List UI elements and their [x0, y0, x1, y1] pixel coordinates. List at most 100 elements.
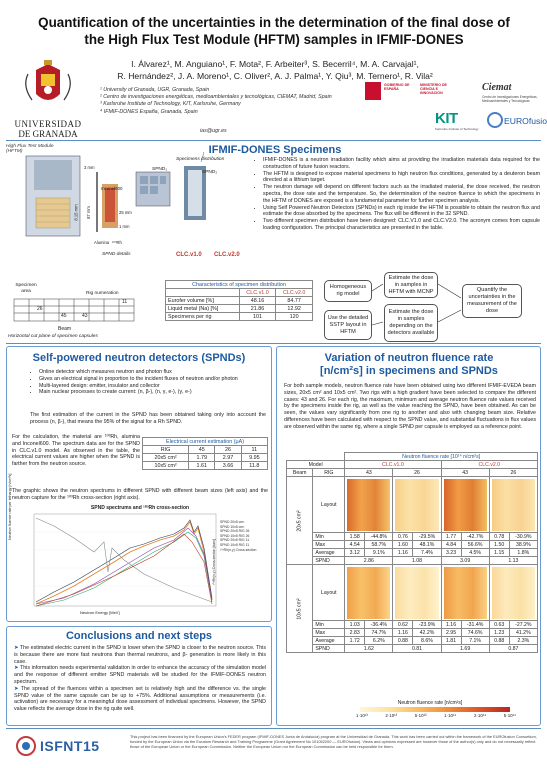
ciemat-sub: Centro de Investigaciones Energéticas, M… — [482, 95, 538, 103]
tick-label: 2·10¹³ — [385, 713, 398, 718]
affiliations: ¹ University of Granada, UGR, Granada, S… — [100, 87, 350, 116]
table-cell: 1.03 — [344, 620, 366, 629]
list-item: Gives an electrical signal in proportion… — [39, 376, 266, 383]
alumina-label: Alumina — [94, 240, 110, 245]
table-cell: -42.7% — [460, 532, 490, 541]
table-cell: SPND — [312, 644, 346, 653]
spain-shield-icon — [365, 82, 381, 100]
table-row: SPND 1.62 0.81 1.69 0.87 — [287, 644, 539, 653]
graph-xlabel: Neutron Energy [MeV] — [80, 610, 120, 615]
table-cell: 0.88 — [488, 636, 510, 645]
table-cell: 3.09 — [440, 556, 490, 565]
table-cell: Liquid metal (Na) [%] — [165, 304, 240, 313]
table-cell: 41.2% — [508, 628, 539, 637]
contact-email: ias@ugr.es — [200, 128, 227, 134]
spnd-para-1: The first estimation of the current in t… — [30, 412, 266, 425]
table-cell: 101 — [238, 312, 277, 321]
tick-label: 5·10¹³ — [414, 713, 427, 718]
ciemat-logo: Ciemat — [482, 82, 512, 93]
clc-v2-label: CLC.v2.0 — [214, 252, 240, 258]
table-cell: Layout — [312, 476, 346, 533]
tick-label: 1·10¹⁴ — [444, 713, 457, 718]
layout-map — [392, 476, 442, 533]
table-cell: 0.78 — [488, 532, 510, 541]
dim-1mm: 1 mm — [119, 224, 130, 229]
affiliation-2: ² Centro de investigaciones energéticas,… — [100, 94, 332, 101]
fluence-table: Neutron fluence rate [10¹⁴ n/cm²s] Model… — [285, 452, 539, 653]
list-item: Main nuclear processes to create current… — [39, 389, 266, 396]
table-cell: 2.86 — [344, 556, 394, 565]
table-cell: 1.62 — [344, 644, 394, 653]
list-item: IFMIF-DONES is a neutron irradiation fac… — [263, 157, 540, 171]
list-item: Using Self Powered Neutron Detectors (SP… — [263, 205, 540, 219]
table-header: RIG — [141, 445, 190, 454]
table-cell: 21.86 — [238, 304, 277, 313]
spectrum-graph — [33, 513, 217, 607]
rig-number: 43 — [82, 313, 88, 319]
table-row: 10x5 cm² 1.61 3.66 11.8 — [141, 461, 269, 470]
header-rule — [6, 140, 541, 141]
table-cell: 1.16 — [392, 548, 414, 557]
section-rule — [6, 343, 541, 344]
colorbar-title: Neutron fluence rate [n/cm²s] — [397, 700, 463, 706]
arrow-icon: ➤ — [14, 685, 21, 692]
list-item-text: The spread of the fluences within a spec… — [14, 685, 266, 713]
beam-label: 10x5 cm² — [296, 597, 303, 620]
affiliation-1: ¹ University of Granada, UGR, Granada, S… — [100, 87, 210, 93]
table-cell: 120 — [275, 312, 313, 321]
table-header: 26 — [488, 468, 539, 477]
list-item: ➤ This information needs experimental va… — [14, 665, 266, 685]
list-item: Online detector which measures neutron a… — [39, 369, 266, 376]
table-cell: 2.97 — [214, 453, 242, 462]
table-row: Liquid metal (Na) [%] 21.86 12.92 — [165, 304, 313, 313]
table-cell: 0.62 — [392, 620, 414, 629]
beam-label: 20x5 cm² — [296, 509, 303, 532]
tick-label: 5·10¹⁴ — [503, 713, 516, 718]
table-cell: 1.81 — [440, 636, 462, 645]
table-row: Average 3.12 9.1% 1.16 7.4% 3.23 4.5% 1.15 1.8% — [287, 548, 539, 557]
authors-line-2: R. Hernández², J. A. Moreno¹, C. Oliver²… — [117, 71, 433, 81]
table-cell: 1.69 — [440, 644, 490, 653]
table-cell: 74.7% — [364, 628, 394, 637]
layout-map — [440, 564, 490, 621]
table-cell: 10x5 cm² — [141, 461, 190, 470]
layout-map — [488, 564, 539, 621]
figure-caption: Horizontal cut plane of specimen capsule… — [8, 334, 98, 339]
table-cell: 12.92 — [275, 304, 313, 313]
table-cell: 1.79 — [188, 453, 216, 462]
table-cell: 1.13 — [488, 556, 539, 565]
colorbar-ticks: 1·10¹³ 2·10¹³ 5·10¹³ 1·10¹⁴ 2·10¹⁴ 5·10¹… — [356, 713, 516, 718]
dim-25mm: 25 mm — [119, 210, 132, 215]
ugr-name-1: UNIVERSIDAD — [14, 119, 82, 129]
table-cell: 48.1% — [412, 540, 442, 549]
table-title: Electrical current estimation (μA) — [142, 437, 268, 446]
conclusions-panel — [6, 626, 272, 726]
table-cell: 3.66 — [214, 461, 242, 470]
table-row: Max 4.54 58.7% 1.60 48.1% 4.84 56.6% 1.50 38.9% — [287, 540, 539, 549]
rig-grid — [12, 298, 138, 322]
table-cell: 0.63 — [488, 620, 510, 629]
table-row: Specimens per rig 101 120 — [165, 312, 313, 321]
table-header: Model — [285, 460, 346, 469]
table-cell: Max — [312, 628, 346, 637]
table-cell: 4.54 — [344, 540, 366, 549]
table-cell: Average — [312, 636, 346, 645]
table-cell: 2.3% — [508, 636, 539, 645]
spnd-para-3: The graphic shows the neutron spectrums … — [12, 488, 268, 501]
table-cell — [165, 288, 240, 297]
table-cell: Layout — [312, 564, 346, 621]
legend-item: SPND 20x5 RIG 26 — [220, 529, 250, 534]
spnd1-label: SPND₁ — [152, 167, 167, 172]
table-cell: 1.60 — [392, 540, 414, 549]
table-cell: Min — [312, 620, 346, 629]
table-cell: 0.81 — [392, 644, 442, 653]
table-cell: 11.8 — [240, 461, 269, 470]
hftm-figure — [6, 150, 256, 260]
ugr-name-2: DE GRANADA — [18, 129, 78, 139]
table-cell: 0.87 — [488, 644, 539, 653]
legend-item: SPND 10x5 RIG 11 — [220, 542, 250, 547]
specimen-distribution-table: Characteristics of specimen distribution… — [165, 280, 313, 321]
authors: I. Álvarez¹, M. Anguiano¹, F. Mota², F. … — [70, 58, 480, 82]
table-cell: 4.5% — [460, 548, 490, 557]
flow-ssnt-box: Use the detailed SSTP layout in HFTM — [324, 310, 372, 340]
